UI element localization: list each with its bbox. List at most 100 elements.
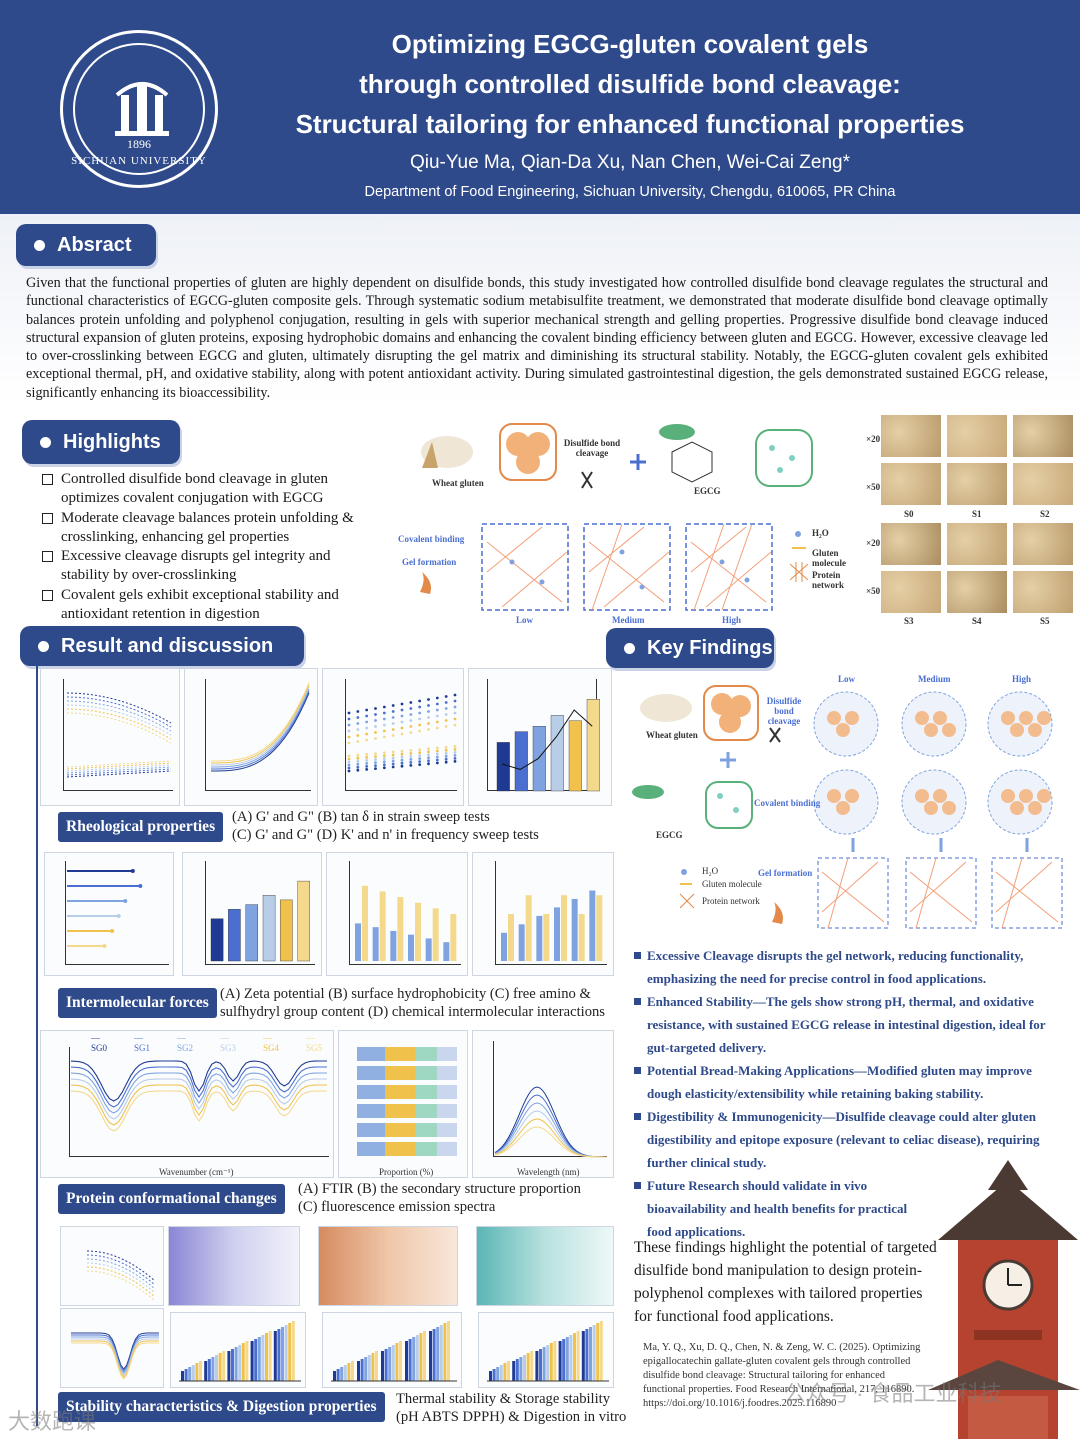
series-point [435,761,439,765]
series-line [71,1334,159,1372]
results-timeline [36,666,38,1426]
bar [576,1331,580,1381]
key-findings-graphic: Wheat gluten Disulfide bond cleavage EGC… [622,672,1070,934]
kf-legend-water: H₂O [702,866,719,876]
legend-entry: — SG2 [177,1033,194,1053]
bar [415,902,421,961]
bar [245,1341,249,1381]
caption-intermolecular: (A) Zeta potential (B) surface hydrophob… [220,986,605,1020]
sample-label: S1 [972,509,982,519]
figure-tan-delta-curves [211,682,310,772]
micrograph-image [1012,570,1074,614]
series-point [400,714,404,718]
bar [207,1359,211,1381]
bar-end [102,944,107,948]
highlights-list: Controlled disulfide bond cleavage in gl… [42,470,382,624]
bar [343,1365,347,1381]
series-point [418,754,422,757]
bar [355,923,361,961]
bar [199,1361,202,1381]
series-point [391,762,395,766]
series-point [391,759,395,763]
stack-segment [385,1047,415,1061]
key-finding-item: Enhanced Stability—The gels show strong … [634,990,1046,1059]
bar [188,1367,192,1381]
series-point [444,754,448,758]
series-line [71,1336,159,1374]
series-point [418,760,422,763]
stack-segment [357,1066,385,1080]
bar [429,1331,432,1381]
highlight-item: Excessive cleavage disrupts gel integrit… [42,547,382,586]
legend-gluten: Gluten molecule [812,548,846,568]
bar [364,1357,368,1381]
series-point [444,751,448,755]
series-point [391,722,395,725]
series-point [418,723,422,727]
mag-label: ×20 [866,434,881,444]
bar [281,1327,284,1381]
bar [273,1331,277,1381]
university-name: SICHUAN UNIVERSITY [71,155,207,167]
series-point [400,761,404,765]
bar [262,895,276,962]
sample-label: S0 [904,509,914,519]
key-findings-list: Excessive Cleavage disrupts the gel netw… [634,944,1046,1243]
bar [443,942,450,961]
bar [268,1331,272,1381]
stack-segment [357,1142,385,1156]
series-point [382,754,386,758]
series-line [86,1254,156,1286]
kf-gluten-blob [1010,801,1024,815]
bar [280,899,293,962]
figure-k-n-bars-drawing [496,699,600,792]
highlight-item: Moderate cleavage balances protein unfol… [42,509,382,548]
kf-gluten-blob [933,789,947,803]
series-line [66,712,172,744]
kf-network-box [905,857,977,929]
figure-thermal-stability [60,1226,164,1306]
series-point [427,710,430,713]
bar [532,726,546,792]
stack-segment [415,1142,437,1156]
checkbox-icon [42,589,53,601]
bar [234,1347,238,1381]
sample-label: S4 [972,616,982,626]
series-point [374,752,377,755]
abstract-text: Given that the functional properties of … [26,275,1048,401]
series-line [86,1266,156,1298]
series-line [66,770,172,778]
series-point [409,713,413,716]
series-point [382,766,386,770]
heatmap-abts [318,1226,458,1306]
series-point [427,762,430,766]
series-point [400,764,404,768]
series-point [418,757,422,760]
bar [492,1369,496,1381]
bar [592,1325,596,1381]
bar [443,1323,447,1381]
series-point [374,719,377,722]
sample-label: S5 [1040,616,1050,626]
bar [585,1329,589,1381]
bar [549,1343,553,1381]
kf-gluten-blob [1037,789,1051,803]
series-line [211,692,310,772]
series-point [418,717,422,721]
series-point [382,729,386,733]
series-point [365,759,369,762]
figure-strain-sweep [40,668,180,806]
bar [371,1353,375,1381]
university-logo: 1896 SICHUAN UNIVERSITY [60,30,218,188]
series-line [66,766,172,774]
highlight-item: Covalent gels exhibit exceptional stabil… [42,586,382,625]
bar [562,1339,566,1381]
bar [228,909,241,962]
bar [297,880,310,962]
micrograph-image [880,522,942,566]
figure-secondary-structure-bars [357,1047,457,1156]
bar [450,914,457,961]
reference-text: Ma, Y. Q., Xu, D. Q., Chen, N. & Zeng, W… [643,1342,921,1409]
series-point [409,764,413,767]
series-point [356,756,360,760]
